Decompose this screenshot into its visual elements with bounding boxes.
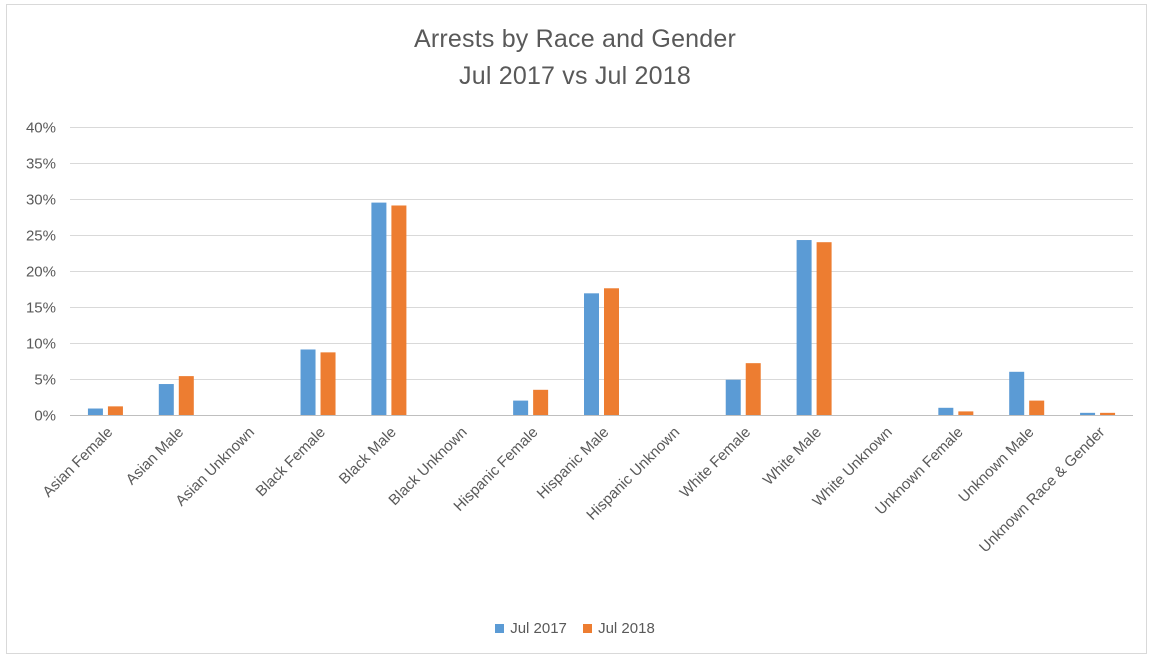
y-tick-label: 0% [34, 408, 56, 425]
y-tick-label: 40% [26, 120, 56, 137]
legend-label-series-2: Jul 2018 [598, 620, 655, 637]
x-tick-label: Unknown Race & Gender [976, 424, 1108, 556]
bar-jul-2017 [725, 379, 741, 415]
chart-title: Arrests by Race and Gender [413, 25, 737, 53]
y-tick-label: 15% [26, 300, 56, 317]
bar-jul-2018 [533, 389, 549, 415]
y-tick-label: 25% [26, 228, 56, 245]
y-tick-label: 5% [34, 372, 56, 389]
bar-jul-2017 [158, 384, 174, 415]
bar-jul-2018 [816, 242, 832, 415]
y-tick-label: 20% [26, 264, 56, 281]
bar-jul-2017 [796, 240, 812, 415]
legend-item-series-2: Jul 2018 [583, 620, 655, 637]
x-tick-label: Black Male [336, 424, 400, 488]
bar-jul-2018 [1100, 412, 1116, 415]
legend-item-series-1: Jul 2017 [495, 620, 567, 637]
bar-jul-2018 [391, 205, 407, 415]
bar-jul-2018 [320, 352, 336, 415]
y-tick-label: 30% [26, 192, 56, 209]
x-tick-label: Black Female [253, 424, 329, 500]
bar-jul-2018 [178, 376, 194, 415]
bar-jul-2017 [300, 349, 316, 415]
y-tick-label: 35% [26, 156, 56, 173]
y-tick-label: 10% [26, 336, 56, 353]
legend-label-series-1: Jul 2017 [510, 620, 567, 637]
bar-jul-2017 [513, 400, 529, 415]
legend-swatch-series-2 [583, 624, 593, 633]
x-tick-label: White Male [760, 424, 825, 489]
x-tick-label: Hispanic Male [534, 424, 613, 503]
x-tick-label: White Female [677, 424, 754, 501]
legend-swatch-series-1 [495, 624, 505, 633]
bar-jul-2017 [87, 408, 103, 415]
x-tick-label: Asian Male [123, 424, 187, 488]
bar-jul-2017 [584, 293, 599, 415]
bar-jul-2018 [958, 411, 974, 415]
bar-jul-2017 [1009, 371, 1025, 415]
bar-jul-2018 [107, 406, 123, 415]
chart-subtitle: Jul 2017 vs Jul 2018 [459, 62, 691, 90]
chart-frame [6, 4, 1147, 654]
bar-jul-2018 [604, 288, 619, 415]
bar-jul-2018 [745, 363, 761, 415]
bar-jul-2017 [938, 407, 954, 415]
bar-jul-2017 [371, 202, 387, 415]
x-tick-label: Asian Female [39, 424, 116, 501]
bar-jul-2018 [1029, 400, 1045, 415]
chart-legend: Jul 2017 Jul 2018 [0, 620, 1150, 637]
bar-jul-2017 [1080, 412, 1096, 415]
